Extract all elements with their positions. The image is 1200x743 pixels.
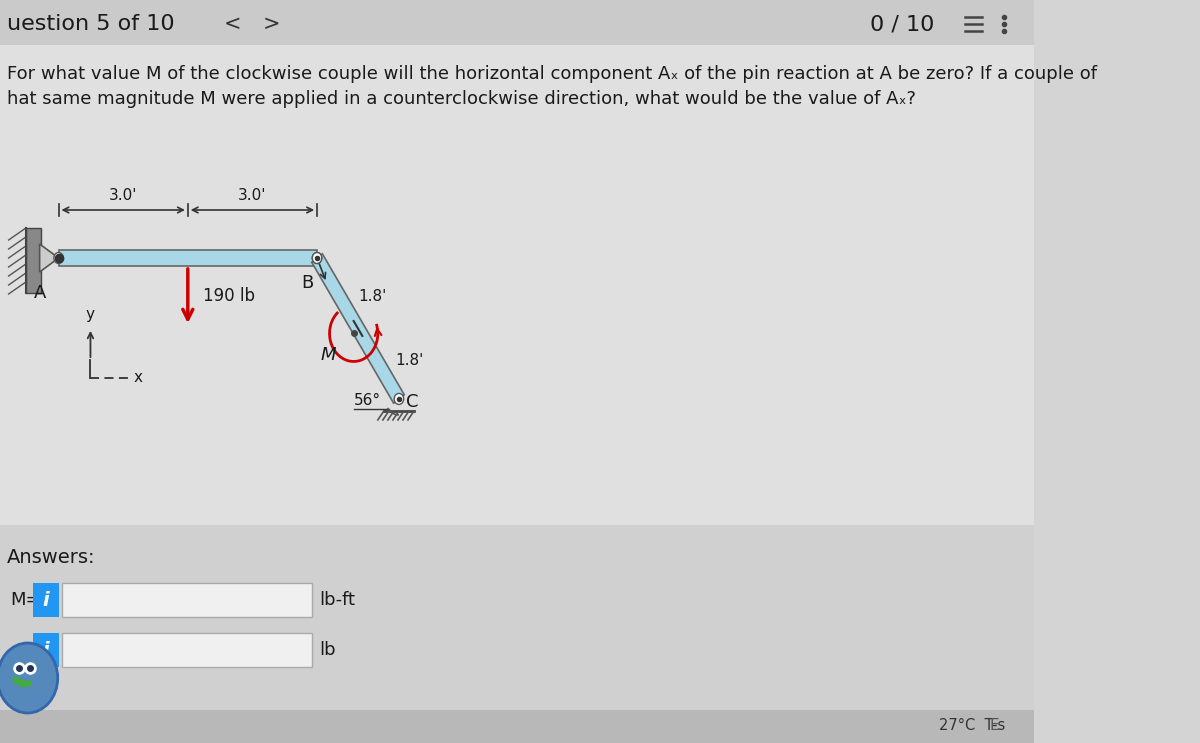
- FancyBboxPatch shape: [0, 710, 1033, 743]
- FancyBboxPatch shape: [0, 525, 1033, 743]
- Text: M: M: [320, 346, 336, 365]
- Text: uestion 5 of 10: uestion 5 of 10: [7, 14, 174, 34]
- Circle shape: [312, 253, 322, 264]
- Polygon shape: [312, 254, 404, 403]
- Text: 3.0': 3.0': [109, 188, 138, 203]
- Text: hat same magnitude M were applied in a counterclockwise direction, what would be: hat same magnitude M were applied in a c…: [7, 90, 916, 108]
- Text: y: y: [86, 307, 95, 322]
- Text: <: <: [224, 14, 241, 34]
- Text: i: i: [42, 591, 49, 609]
- Text: For what value M of the clockwise couple will the horizontal component Aₓ of the: For what value M of the clockwise couple…: [7, 65, 1097, 83]
- Text: x: x: [133, 371, 143, 386]
- Text: C: C: [406, 393, 419, 411]
- Text: M=: M=: [11, 591, 41, 609]
- Text: 3.0': 3.0': [238, 188, 266, 203]
- Text: E: E: [989, 718, 998, 733]
- Circle shape: [394, 394, 403, 404]
- Circle shape: [0, 643, 58, 713]
- Text: A: A: [34, 284, 46, 302]
- Text: >: >: [263, 14, 280, 34]
- Circle shape: [312, 253, 322, 264]
- Text: i: i: [42, 640, 49, 660]
- Text: 1.8': 1.8': [358, 288, 386, 304]
- Text: 56°: 56°: [354, 394, 382, 409]
- FancyBboxPatch shape: [62, 583, 312, 617]
- FancyBboxPatch shape: [32, 633, 59, 667]
- Text: Answers:: Answers:: [7, 548, 95, 567]
- Text: 0 / 10: 0 / 10: [870, 14, 935, 34]
- FancyBboxPatch shape: [32, 583, 59, 617]
- FancyBboxPatch shape: [26, 228, 41, 293]
- FancyBboxPatch shape: [0, 0, 1033, 743]
- FancyBboxPatch shape: [0, 0, 1033, 45]
- FancyBboxPatch shape: [0, 45, 1033, 525]
- FancyBboxPatch shape: [62, 633, 312, 667]
- Text: lb: lb: [319, 641, 335, 659]
- Text: lb-ft: lb-ft: [319, 591, 355, 609]
- Polygon shape: [40, 244, 59, 272]
- Text: 1.8': 1.8': [396, 354, 424, 369]
- FancyBboxPatch shape: [59, 250, 317, 266]
- Text: B: B: [301, 274, 313, 292]
- Circle shape: [54, 253, 64, 264]
- Text: 27°C  T-s: 27°C T-s: [940, 718, 1006, 733]
- Text: 190 lb: 190 lb: [203, 287, 256, 305]
